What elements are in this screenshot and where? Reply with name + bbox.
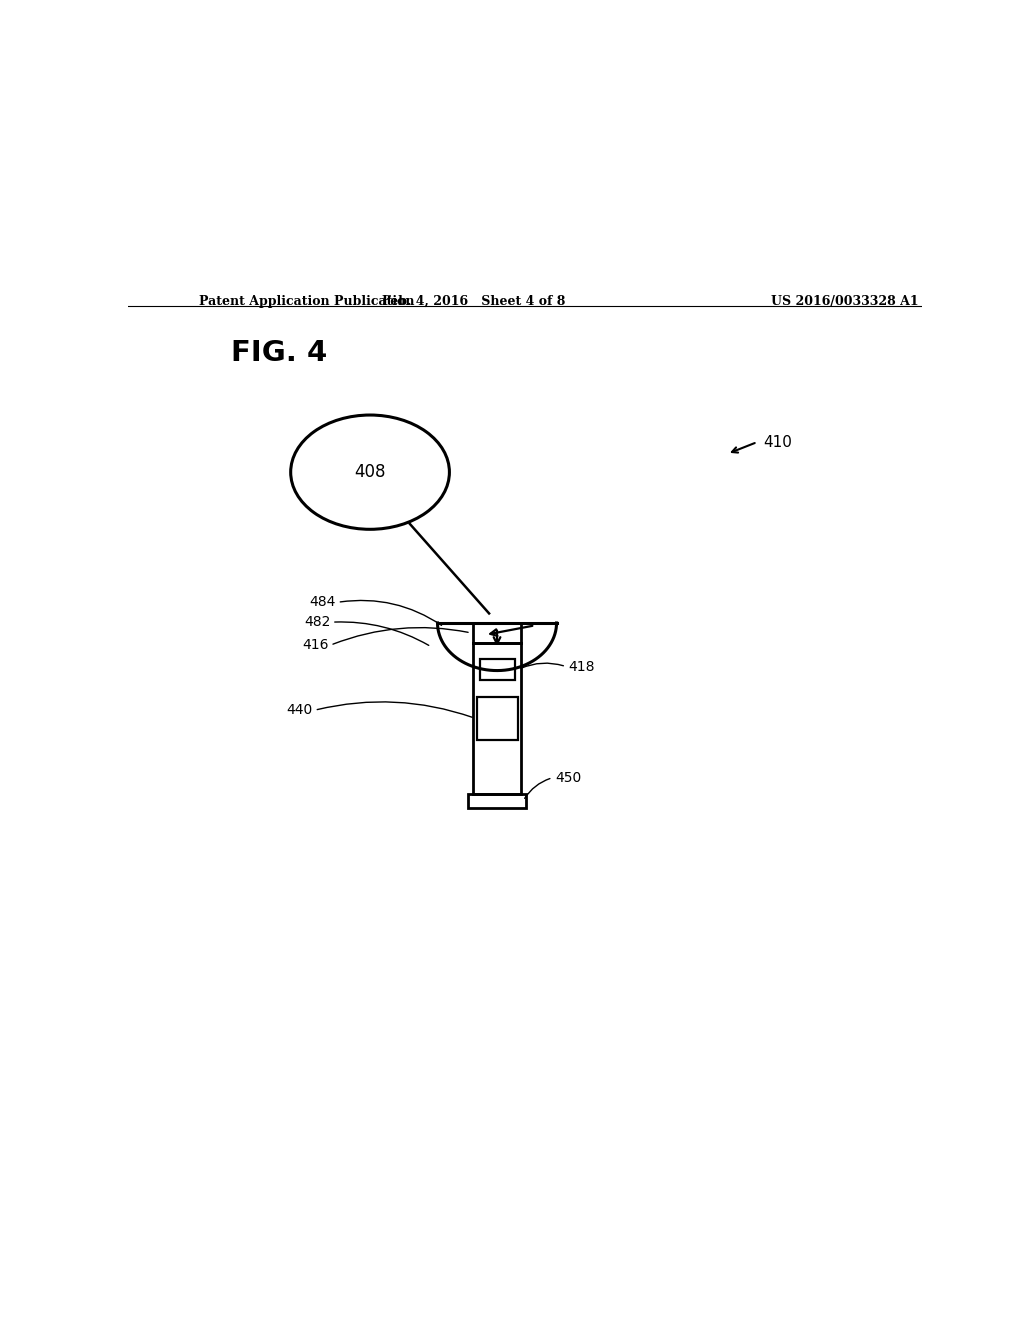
Text: 440: 440: [287, 704, 313, 717]
Bar: [479, 659, 515, 680]
Text: 408: 408: [354, 463, 386, 482]
Text: Feb. 4, 2016   Sheet 4 of 8: Feb. 4, 2016 Sheet 4 of 8: [382, 296, 565, 308]
Text: 410: 410: [763, 434, 792, 450]
Text: 482: 482: [304, 615, 331, 630]
Bar: [477, 697, 518, 739]
Text: 484: 484: [309, 595, 336, 610]
Text: 450: 450: [555, 771, 582, 784]
Bar: [468, 793, 525, 808]
Text: 416: 416: [302, 638, 329, 652]
Text: FIG. 4: FIG. 4: [231, 339, 328, 367]
Text: 418: 418: [568, 660, 595, 673]
Text: Patent Application Publication: Patent Application Publication: [200, 296, 415, 308]
Bar: [473, 643, 521, 793]
Text: US 2016/0033328 A1: US 2016/0033328 A1: [771, 296, 919, 308]
